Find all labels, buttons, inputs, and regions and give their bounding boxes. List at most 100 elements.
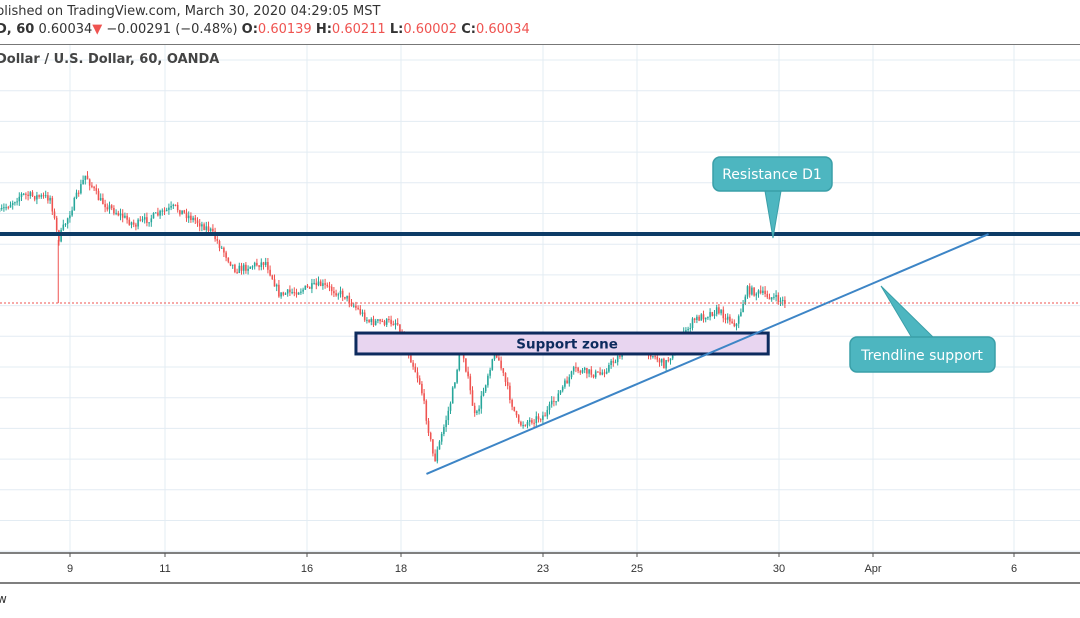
candle-body xyxy=(702,314,705,320)
candle-body xyxy=(722,309,725,319)
candle-body xyxy=(713,314,716,316)
ohlc-legend: D, 60 0.60034▼ −0.00291 (−0.48%) O:0.601… xyxy=(0,22,530,37)
candle-body xyxy=(258,265,260,267)
candle-body xyxy=(388,319,390,320)
candle-body xyxy=(726,316,729,320)
candle-body xyxy=(550,400,553,405)
candle-body xyxy=(346,295,348,299)
candle-body xyxy=(117,212,120,216)
candle-body xyxy=(108,205,111,210)
candle-body xyxy=(396,323,399,325)
candle-body xyxy=(696,316,698,320)
candle-body xyxy=(170,206,172,208)
candle-body xyxy=(174,204,177,206)
candle-body xyxy=(97,190,100,201)
candle-body xyxy=(42,195,45,197)
candle-body xyxy=(458,354,461,370)
candle-body xyxy=(328,286,331,288)
candle-body xyxy=(264,262,267,265)
candle-body xyxy=(590,369,593,375)
candle-body xyxy=(522,425,524,427)
candle-body xyxy=(449,403,452,411)
candle-body xyxy=(22,193,25,195)
candle-body xyxy=(238,265,241,273)
candle-body xyxy=(689,328,692,329)
candle-body xyxy=(506,381,509,386)
candle-body xyxy=(757,290,760,294)
candle-body xyxy=(205,226,208,230)
candle-body xyxy=(746,286,749,297)
annotations: Support zone Resistance D1 Trendline suppo… xyxy=(0,156,1080,475)
candle-body xyxy=(350,303,353,306)
candle-body xyxy=(231,264,234,266)
candle-body xyxy=(381,321,384,323)
candle-body xyxy=(172,204,175,206)
candle-body xyxy=(187,215,190,219)
x-tick-label: 11 xyxy=(159,563,170,575)
candle-body xyxy=(33,196,36,200)
candle-body xyxy=(509,385,511,400)
candle-body xyxy=(267,262,269,270)
candle-body xyxy=(427,420,430,433)
candle-body xyxy=(528,420,531,422)
candle-body xyxy=(733,323,736,327)
candle-body xyxy=(190,215,192,220)
candle-body xyxy=(577,367,579,372)
candle-body xyxy=(759,290,762,293)
candle-body xyxy=(14,202,16,204)
candle-body xyxy=(700,314,703,321)
candle-body xyxy=(473,405,476,414)
candle-body xyxy=(548,404,551,410)
candle-body xyxy=(698,316,700,321)
candle-body xyxy=(414,366,417,373)
candle-body xyxy=(223,247,225,253)
candle-body xyxy=(359,308,362,314)
candle-body xyxy=(18,196,21,202)
candle-body xyxy=(113,208,115,214)
candle-body xyxy=(777,295,780,302)
resistance-callout xyxy=(712,156,833,192)
candle-body xyxy=(341,290,344,297)
candle-body xyxy=(282,292,285,295)
candle-body xyxy=(218,241,221,248)
candle-body xyxy=(465,358,467,372)
candle-body xyxy=(718,307,720,314)
candle-body xyxy=(163,210,166,212)
candle-body xyxy=(273,279,276,287)
candle-body xyxy=(95,188,98,191)
candle-body xyxy=(286,289,289,294)
candle-body xyxy=(399,324,401,334)
candle-body xyxy=(476,411,478,413)
triangle-down-icon: ▼ xyxy=(92,22,103,37)
candle-body xyxy=(394,323,397,325)
candle-body xyxy=(685,330,687,332)
candle-body xyxy=(599,372,601,375)
candle-body xyxy=(416,372,419,379)
candle-body xyxy=(443,427,445,434)
candle-body xyxy=(531,420,533,423)
candle-body xyxy=(20,193,23,197)
candle-body xyxy=(234,264,236,273)
candle-body xyxy=(440,434,443,442)
candle-body xyxy=(291,292,293,294)
last-price: 0.60034 xyxy=(38,22,93,37)
candle-body xyxy=(374,320,377,325)
candle-body xyxy=(731,321,733,323)
time-axis[interactable]: 9 11 16 18 23 25 30 Apr 6 xyxy=(0,552,1080,584)
candle-body xyxy=(652,356,654,358)
candle-body xyxy=(256,262,258,266)
candle-body xyxy=(524,425,527,427)
candle-body xyxy=(192,217,194,220)
resistance-callout-label: Resistance D1 xyxy=(722,167,822,183)
candle-body xyxy=(740,312,742,317)
candle-body xyxy=(539,419,542,421)
price-change: −0.00291 (−0.48%) xyxy=(106,22,238,37)
candle-body xyxy=(73,198,76,211)
price-chart[interactable]: Support zone Resistance D1 Trendline suppo… xyxy=(0,0,1080,590)
candle-body xyxy=(612,360,615,363)
candle-body xyxy=(198,223,201,227)
candle-body xyxy=(339,290,342,295)
candle-body xyxy=(379,319,381,322)
candle-body xyxy=(515,411,518,416)
candle-body xyxy=(704,317,707,320)
